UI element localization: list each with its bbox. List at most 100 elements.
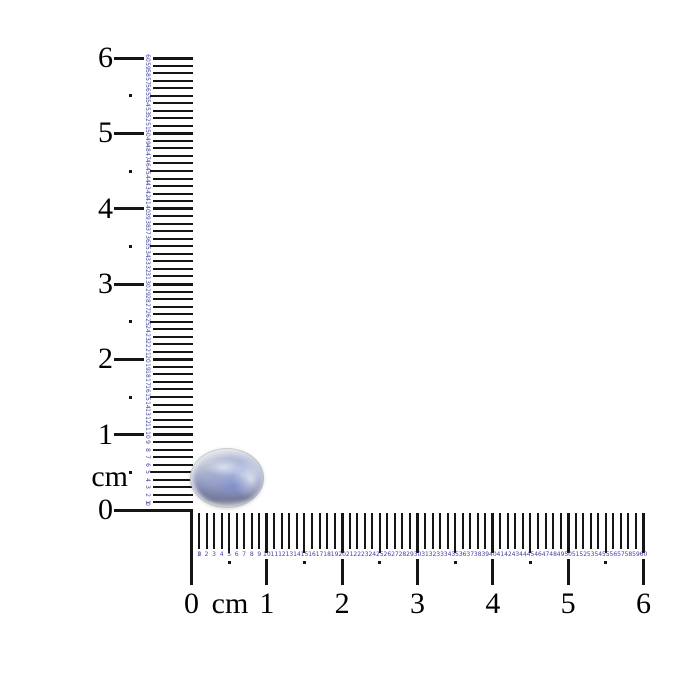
h-mm-tick xyxy=(408,513,411,549)
h-cm-tick xyxy=(340,513,344,553)
h-mm-tick xyxy=(318,513,321,549)
v-mm-tick xyxy=(153,64,193,67)
h-half-cm-dot xyxy=(453,561,457,564)
h-mm-number: 54 xyxy=(594,551,603,558)
v-mm-tick xyxy=(153,124,193,127)
v-mm-tick xyxy=(153,441,193,444)
h-mm-tick xyxy=(243,513,246,549)
h-mm-number: 15 xyxy=(300,551,309,558)
h-mm-number: 40 xyxy=(489,551,497,558)
h-mm-tick xyxy=(506,513,509,549)
v-cm-tick xyxy=(153,131,193,135)
h-mm-number: 23 xyxy=(360,551,369,558)
h-mm-tick xyxy=(582,513,585,549)
v-mm-tick xyxy=(153,426,193,429)
h-mm-number: 31 xyxy=(421,551,429,558)
h-mm-tick xyxy=(634,513,637,549)
h-mm-number: 9 xyxy=(257,551,262,558)
h-half-cm-tick xyxy=(228,513,231,553)
h-mm-number: 33 xyxy=(436,551,444,558)
v-mm-tick xyxy=(153,305,193,308)
h-mm-tick xyxy=(559,513,562,549)
h-mm-tick xyxy=(537,513,540,549)
h-mm-tick xyxy=(386,513,389,549)
h-cm-tick xyxy=(566,513,570,553)
h-mm-number: 39 xyxy=(481,551,490,558)
v-half-cm-dot xyxy=(129,169,132,173)
h-mm-number: 3 xyxy=(212,551,216,558)
h-cm-label: 5 xyxy=(560,587,576,620)
h-mm-number: 35 xyxy=(451,551,459,558)
h-mm-tick xyxy=(521,513,524,549)
v-cm-connector xyxy=(114,357,144,361)
moonstone-cabochon xyxy=(190,448,264,508)
v-mm-tick xyxy=(153,388,193,391)
h-mm-number: 51 xyxy=(571,551,580,558)
h-mm-tick xyxy=(295,513,298,549)
v-mm-tick xyxy=(153,162,193,165)
h-mm-number: 50 xyxy=(564,551,572,558)
h-mm-number: 1 xyxy=(197,551,201,558)
h-zero-line xyxy=(190,509,193,585)
v-mm-tick xyxy=(153,463,193,466)
h-half-cm-tick xyxy=(604,513,607,553)
h-cm-tick-extension xyxy=(340,559,344,585)
h-mm-number: 42 xyxy=(504,551,512,558)
h-mm-number: 29 xyxy=(406,551,414,558)
v-mm-tick xyxy=(153,493,193,496)
h-mm-number: 55 xyxy=(602,551,610,558)
h-half-cm-tick xyxy=(378,513,381,553)
v-mm-tick xyxy=(153,335,193,338)
h-mm-number: 7 xyxy=(242,551,247,558)
h-mm-number: 19 xyxy=(330,551,339,558)
h-mm-tick xyxy=(235,513,238,549)
h-mm-tick xyxy=(348,513,351,549)
h-mm-number: 28 xyxy=(398,551,407,558)
v-mm-number: 60 xyxy=(144,54,151,62)
h-mm-number: 18 xyxy=(323,551,331,558)
h-mm-tick xyxy=(499,513,502,549)
h-mm-number: 41 xyxy=(496,551,505,558)
v-mm-tick xyxy=(153,380,193,383)
h-mm-number: 5 xyxy=(227,551,232,558)
h-mm-number: 43 xyxy=(511,551,520,558)
h-cm-tick xyxy=(491,513,495,553)
v-cm-tick xyxy=(153,433,193,437)
v-half-cm-tick xyxy=(150,94,193,97)
v-cm-connector xyxy=(114,282,144,286)
h-mm-tick xyxy=(544,513,547,549)
v-mm-tick xyxy=(153,411,193,414)
h-mm-number: 11 xyxy=(270,551,279,558)
h-cm-tick xyxy=(265,513,269,553)
v-cm-label: 5 xyxy=(98,116,113,150)
v-cm-tick xyxy=(153,56,193,60)
h-mm-number: 6 xyxy=(234,551,239,558)
h-mm-tick xyxy=(424,513,427,549)
h-mm-number: 38 xyxy=(473,551,482,558)
v-cm-label: 3 xyxy=(98,267,113,300)
h-cm-label: 3 xyxy=(409,587,425,620)
v-half-cm-tick xyxy=(150,396,193,398)
h-mm-tick xyxy=(484,513,487,549)
h-mm-number: 48 xyxy=(549,551,557,558)
v-mm-tick xyxy=(153,418,193,421)
h-mm-tick xyxy=(311,513,314,549)
v-mm-tick xyxy=(153,79,193,82)
v-cm-tick xyxy=(153,282,193,286)
v-mm-tick xyxy=(153,215,193,218)
h-half-cm-dot xyxy=(302,561,306,564)
v-mm-tick xyxy=(153,177,193,180)
h-cm-tick-extension xyxy=(641,559,645,585)
v-mm-tick xyxy=(153,154,193,157)
v-mm-tick xyxy=(153,501,193,504)
h-mm-number: 34 xyxy=(443,551,452,558)
v-mm-tick xyxy=(153,230,193,233)
v-mm-tick xyxy=(153,478,193,481)
v-zero-line xyxy=(114,508,193,512)
h-mm-tick xyxy=(469,513,472,549)
h-half-cm-dot xyxy=(604,561,608,564)
h-mm-tick xyxy=(371,513,374,549)
h-mm-number: 44 xyxy=(519,551,527,558)
h-mm-tick xyxy=(363,513,366,549)
v-mm-tick xyxy=(153,456,193,459)
